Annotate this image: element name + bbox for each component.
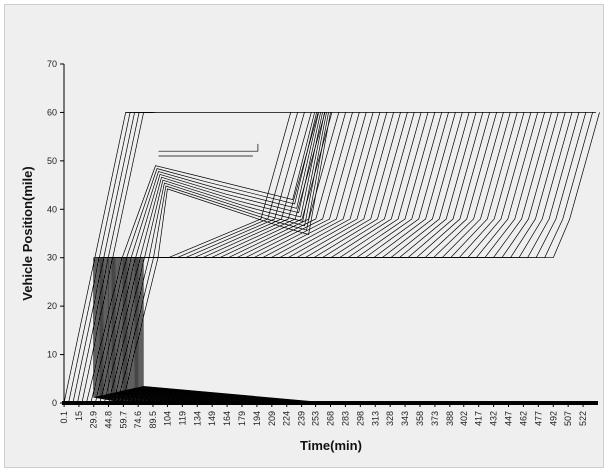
y-tick-label: 20 [47, 301, 57, 311]
x-tick-label: 89.5 [148, 411, 158, 429]
x-tick-label: 432 [489, 411, 499, 426]
x-tick-label: 209 [267, 411, 277, 426]
y-ticks: 0 10 20 30 40 50 60 70 [47, 59, 64, 408]
vehicle-trajectory [142, 112, 600, 404]
x-tick-label: 492 [548, 411, 558, 426]
x-tick-label: 343 [400, 411, 410, 426]
x-tick-label: 298 [355, 411, 365, 426]
x-tick-label: 119 [177, 411, 187, 425]
x-tick-label: 417 [474, 411, 484, 426]
y-tick-label: 50 [47, 156, 57, 166]
y-tick-label: 10 [47, 350, 57, 360]
vehicle-trajectory [158, 143, 259, 152]
x-tick-label: 328 [385, 411, 395, 426]
x-tick-label: 388 [445, 411, 455, 426]
x-tick-label: 74.6 [133, 411, 143, 429]
x-tick-label: 268 [326, 411, 336, 426]
x-tick-label: 134 [192, 411, 202, 426]
x-tick-label: 373 [430, 411, 440, 426]
x-tick-label: 44.8 [104, 411, 114, 429]
x-tick-label: 239 [297, 411, 307, 426]
x-tick-label: 0.1 [59, 411, 69, 424]
x-tick-label: 179 [237, 411, 247, 426]
x-tick-label: 104 [162, 411, 172, 426]
x-tick-label: 253 [311, 411, 321, 426]
y-tick-label: 70 [47, 59, 57, 69]
y-tick-label: 0 [52, 398, 57, 408]
vehicle-trajectory [86, 112, 315, 404]
x-tick-label: 447 [504, 411, 514, 426]
y-tick-label: 30 [47, 253, 57, 263]
vehicle-trajectory [94, 112, 319, 404]
x-tick-label: 462 [518, 411, 528, 426]
vehicle-trajectory [90, 112, 317, 404]
y-axis-title: Vehicle Position(mile) [20, 166, 35, 300]
x-tick-label: 402 [459, 411, 469, 426]
x-tick-label: 507 [563, 411, 573, 426]
x-tick-label: 522 [578, 411, 588, 426]
x-tick-label: 29.9 [89, 411, 99, 429]
x-tick-label: 164 [222, 411, 232, 426]
x-axis-title: Time(min) [300, 438, 362, 453]
x-tick-label: 313 [370, 411, 380, 426]
x-tick-label: 149 [207, 411, 217, 426]
x-ticks: 0.1 15 29.9 44.8 59.7 74.6 89.5 104 119 134 149 164… [59, 403, 588, 429]
x-tick-label: 224 [282, 411, 292, 426]
y-tick-label: 40 [47, 204, 57, 214]
y-tick-label: 60 [47, 107, 57, 117]
x-tick-label: 194 [252, 411, 262, 426]
x-tick-label: 283 [340, 411, 350, 426]
x-tick-label: 358 [415, 411, 425, 426]
x-tick-label: 59.7 [118, 411, 128, 429]
x-tick-label: 477 [533, 411, 543, 426]
trajectory-layer [63, 112, 600, 404]
x-tick-label: 15 [74, 411, 84, 421]
vehicle-trajectory [117, 112, 329, 404]
vehicle-trajectory [121, 112, 331, 404]
